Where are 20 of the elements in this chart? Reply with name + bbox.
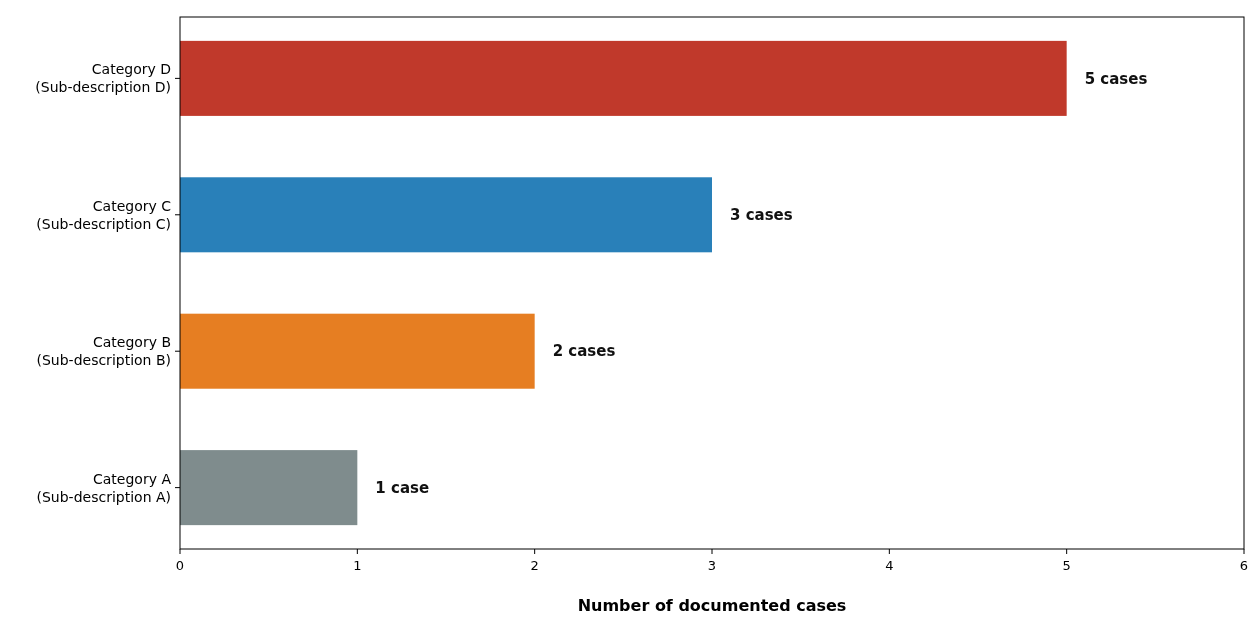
bar bbox=[180, 40, 1067, 116]
x-tick-label: 6 bbox=[1239, 558, 1249, 573]
x-tick-label: 5 bbox=[1062, 558, 1071, 573]
data-label: 5 cases bbox=[1084, 69, 1148, 88]
x-axis-title: Number of documented cases bbox=[577, 596, 847, 615]
data-label: 3 cases bbox=[730, 206, 793, 225]
data-label: 2 cases bbox=[552, 342, 616, 361]
bar bbox=[180, 177, 712, 253]
bar bbox=[180, 313, 535, 389]
x-tick-label: 1 bbox=[353, 558, 362, 573]
bar bbox=[180, 450, 358, 526]
x-tick-label: 4 bbox=[885, 558, 894, 573]
y-tick-label: Category D (Sub-description D) bbox=[35, 61, 171, 96]
y-tick-label: Category A (Sub-description A) bbox=[36, 470, 172, 505]
y-tick-label: Category B (Sub-description B) bbox=[36, 334, 171, 369]
data-label: 1 case bbox=[375, 478, 430, 497]
y-tick-label: Category C (Sub-description C) bbox=[36, 197, 172, 232]
x-tick-label: 0 bbox=[175, 558, 185, 573]
x-tick-label: 3 bbox=[707, 558, 717, 573]
x-tick-label: 2 bbox=[530, 558, 539, 573]
